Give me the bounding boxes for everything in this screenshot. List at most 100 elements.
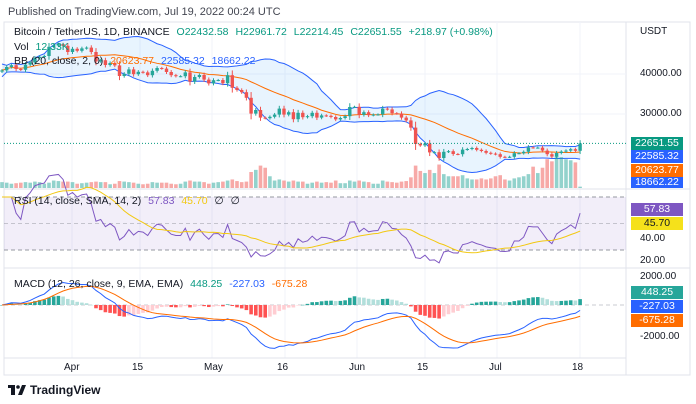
volume-bar xyxy=(150,182,155,188)
macd-histogram-bar xyxy=(202,305,206,307)
volume-bar xyxy=(329,182,333,188)
currency-label: USDT xyxy=(640,26,668,37)
symbol-title[interactable]: Bitcoin / TetherUS, 1D, BINANCE xyxy=(14,26,170,38)
volume-bar xyxy=(442,174,446,188)
macd-legend: MACD (12, 26, close, 9, EMA, EMA) 448.25… xyxy=(14,278,311,290)
candle-body xyxy=(113,63,117,66)
tradingview-brand[interactable]: TradingView xyxy=(30,383,101,397)
candle-body xyxy=(301,112,305,118)
macd-histogram-bar xyxy=(366,298,371,305)
candle-body xyxy=(423,143,427,146)
candle-body xyxy=(117,65,122,76)
candle-body xyxy=(404,117,408,121)
rsi-label[interactable]: RSI (14, close, SMA, 14, 2) xyxy=(14,195,142,207)
candle-body xyxy=(451,151,455,154)
bb-label[interactable]: BB (20, close, 2, 0) xyxy=(14,55,104,67)
volume-label[interactable]: Vol xyxy=(14,41,29,53)
candle-body xyxy=(70,48,75,52)
macd-histogram-bar xyxy=(474,302,479,305)
macd-line-tag: -227.03 xyxy=(631,300,683,313)
volume-bar xyxy=(131,182,136,188)
volume-value: 12.33K xyxy=(35,41,69,53)
volume-bar xyxy=(235,181,239,188)
volume-bar xyxy=(277,179,282,188)
macd-histogram-bar xyxy=(423,305,427,316)
candle-body xyxy=(334,117,338,120)
volume-bar xyxy=(202,182,206,188)
candle-body xyxy=(329,115,333,117)
candle-body xyxy=(56,44,61,46)
macd-histogram-bar xyxy=(498,302,502,305)
candle-body xyxy=(437,152,441,158)
candle-body xyxy=(465,149,469,150)
time-label: Apr xyxy=(64,362,80,373)
volume-bar xyxy=(66,181,70,188)
macd-histogram-bar xyxy=(493,301,498,305)
macd-histogram-bar xyxy=(37,300,42,305)
volume-bar xyxy=(183,181,188,188)
volume-bar xyxy=(521,176,526,188)
macd-histogram-bar xyxy=(258,305,263,318)
volume-bar xyxy=(188,180,192,188)
candle-body xyxy=(75,48,79,51)
macd-histogram-bar xyxy=(239,305,244,309)
volume-bar xyxy=(14,183,18,188)
volume-bar xyxy=(23,182,28,188)
volume-bar xyxy=(460,175,465,188)
volume-bar xyxy=(474,179,479,188)
tradingview-logo-icon xyxy=(8,385,26,395)
candle-body xyxy=(390,109,394,114)
volume-bar xyxy=(465,178,470,188)
rsi-ma-line xyxy=(2,186,581,254)
volume-bar xyxy=(357,180,361,188)
macd-histogram-bar xyxy=(169,305,173,308)
candle-body xyxy=(569,149,573,151)
macd-label[interactable]: MACD (12, 26, close, 9, EMA, EMA) xyxy=(14,278,184,290)
volume-bar xyxy=(578,186,582,188)
candle-body xyxy=(42,56,46,57)
volume-bar xyxy=(315,181,319,188)
candle-body xyxy=(197,75,202,77)
volume-bar xyxy=(42,183,47,188)
time-label: 15 xyxy=(132,362,144,373)
volume-bar xyxy=(145,183,150,188)
low-value: L22214.45 xyxy=(293,26,344,38)
volume-bar xyxy=(305,183,310,188)
candle-body xyxy=(178,76,183,78)
volume-bar xyxy=(512,178,517,188)
candle-body xyxy=(319,115,324,118)
rsi-tick: 40.00 xyxy=(640,233,666,244)
volume-bar xyxy=(366,182,371,188)
macd-histogram-bar xyxy=(305,303,310,305)
candle-body xyxy=(545,150,549,155)
volume-bar xyxy=(484,179,488,188)
macd-histogram-bar xyxy=(19,304,23,305)
volume-bar xyxy=(489,178,493,188)
candle-body xyxy=(207,79,211,84)
candle-body xyxy=(240,90,244,93)
macd-histogram-bar xyxy=(235,305,239,308)
macd-line xyxy=(1,282,581,349)
volume-bar xyxy=(230,179,235,188)
macd-histogram-bar xyxy=(84,303,89,305)
rsi-empty-1: ∅ xyxy=(214,195,224,207)
macd-histogram-bar xyxy=(70,300,75,305)
macd-histogram-bar xyxy=(399,302,404,305)
candle-body xyxy=(99,60,103,62)
candle-body xyxy=(503,156,507,158)
candle-body xyxy=(230,75,234,88)
macd-histogram-bar xyxy=(460,305,465,309)
last-price-tag: 22651.55 xyxy=(631,137,683,150)
macd-histogram-bar xyxy=(42,299,47,305)
candle-body xyxy=(61,44,65,46)
volume-bar xyxy=(122,181,126,188)
rsi-line xyxy=(2,173,581,264)
macd-histogram-bar xyxy=(197,305,202,306)
macd-histogram-bar xyxy=(517,300,521,305)
bb-fill xyxy=(2,36,581,173)
volume-bar xyxy=(395,182,399,188)
macd-histogram-bar xyxy=(310,302,314,305)
candle-body xyxy=(385,108,390,110)
macd-histogram-bar xyxy=(211,305,216,307)
